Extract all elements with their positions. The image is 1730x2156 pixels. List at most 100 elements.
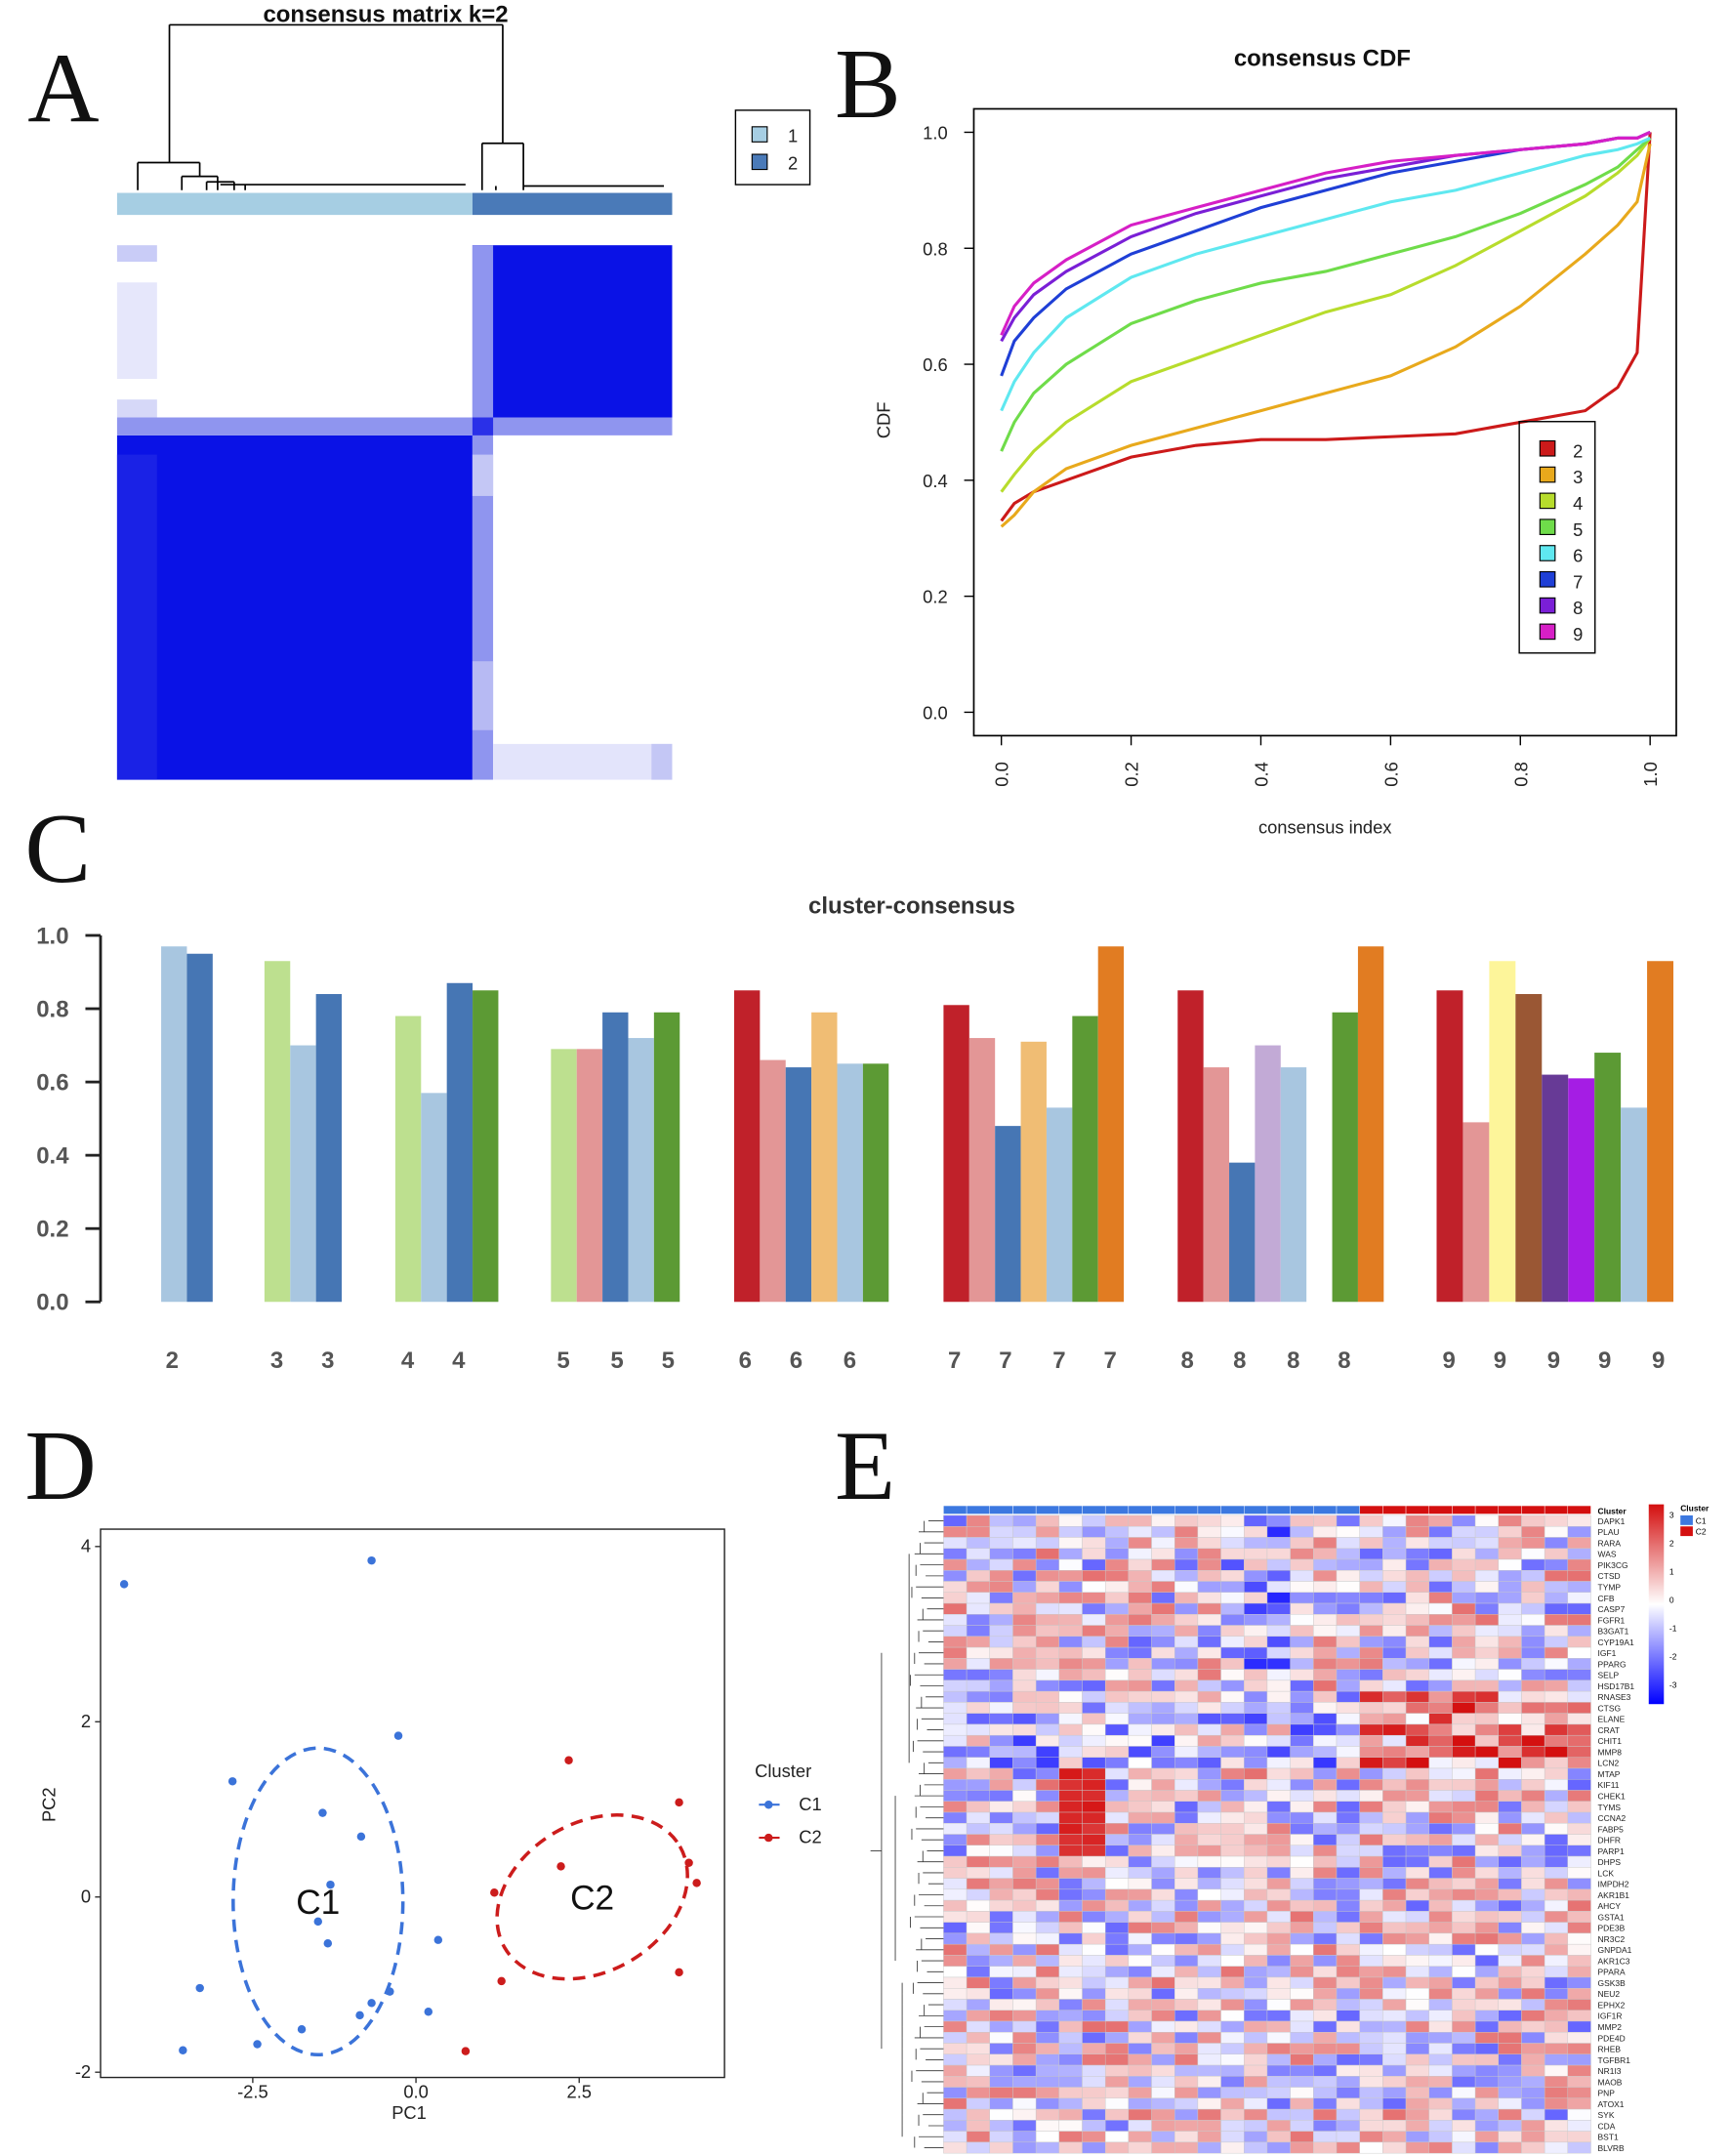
heatmap-cell [1035, 1878, 1060, 1890]
heatmap-cell [1359, 2020, 1383, 2033]
heatmap-cell [1197, 1658, 1221, 1670]
heatmap-cell [1244, 1834, 1268, 1846]
heatmap-cell [1220, 1899, 1245, 1912]
x-tick-label: 8 [1233, 1348, 1246, 1374]
heatmap-cell [1104, 1625, 1130, 1638]
heatmap-cell [1336, 1646, 1360, 1659]
heatmap-cell [1544, 1702, 1569, 1714]
heatmap-cell [1104, 1988, 1130, 2000]
heatmap-cell [1035, 1625, 1060, 1638]
heatmap-cell [1220, 1767, 1245, 1780]
heatmap-cell [966, 1811, 990, 1824]
heatmap-cell [1290, 1734, 1314, 1747]
heatmap-cell [1498, 2141, 1522, 2154]
heatmap-cell [1220, 1976, 1245, 1989]
bar-k4-cluster1 [394, 1016, 422, 1303]
heatmap-cell [1290, 2131, 1314, 2143]
gene-label: CFB [1598, 1594, 1615, 1603]
heatmap-cell [1336, 1537, 1360, 1549]
heatmap-cell [1058, 1570, 1083, 1582]
heatmap-cell [1035, 1790, 1060, 1802]
heatmap-cell [1405, 1558, 1429, 1571]
heatmap-cell [1452, 2120, 1476, 2132]
heatmap-cell [1220, 1790, 1245, 1802]
heatmap-cell [1313, 1537, 1338, 1549]
heatmap-cell [1266, 1790, 1291, 1802]
heatmap-cell [1035, 1581, 1060, 1593]
heatmap-cell [1382, 1734, 1407, 1747]
heatmap-cell [1521, 1878, 1545, 1890]
point-c1 [253, 2040, 262, 2049]
heatmap-cell [1266, 1702, 1291, 1714]
cluster-label-c1: C1 [296, 1884, 340, 1922]
cluster-ellipse-c1 [231, 1746, 405, 2057]
point-c1 [119, 1580, 129, 1589]
panel-b-legend-box [1518, 421, 1596, 654]
legend-label-k5: 5 [1573, 519, 1583, 540]
heatmap-cell [1313, 1911, 1338, 1923]
heatmap-cell [1266, 1679, 1291, 1692]
heatmap-cell [989, 1746, 1013, 1758]
heatmap-cell [1058, 1702, 1083, 1714]
heatmap-cell [1035, 1558, 1060, 1571]
heatmap-cell [966, 1592, 990, 1604]
heatmap-cell [1151, 1646, 1175, 1659]
x-tick-label: 7 [999, 1348, 1011, 1374]
gene-label: NR1I3 [1598, 2066, 1622, 2076]
bar-k8-cluster4 [1255, 1045, 1281, 1303]
heatmap-cell [1474, 1823, 1499, 1835]
heatmap-cell [1197, 2010, 1221, 2022]
heatmap-cell [1474, 1602, 1499, 1615]
heatmap-cell [1474, 1734, 1499, 1747]
heatmap-cell [989, 2010, 1013, 2022]
heatmap-cell [1359, 1988, 1383, 2000]
heatmap-cell [1359, 1558, 1383, 1571]
heatmap-cell [1428, 1734, 1453, 1747]
heatmap-cell [943, 2087, 968, 2099]
heatmap-cell [1244, 1614, 1268, 1626]
heatmap-cell [1567, 1966, 1591, 1978]
heatmap-cell [1452, 2087, 1476, 2099]
heatmap-cell [1290, 1757, 1314, 1769]
legend-swatch-k5 [1539, 518, 1556, 535]
cluster-annotation-cell [1452, 1505, 1476, 1514]
x-tick-label: 5 [610, 1348, 623, 1374]
heatmap-cell [1498, 1581, 1522, 1593]
heatmap-cell [1290, 1955, 1314, 1967]
heatmap-cell [1151, 1723, 1175, 1736]
heatmap-cell [1428, 1658, 1453, 1670]
heatmap-cell [1498, 1702, 1522, 1714]
heatmap-cell [1012, 1779, 1037, 1791]
heatmap-cell [1498, 1767, 1522, 1780]
heatmap-cell [943, 1966, 968, 1978]
heatmap-cell [1012, 1888, 1037, 1901]
heatmap-cell [1452, 2010, 1476, 2022]
y-tick-label: 0.8 [923, 238, 947, 259]
heatmap-cell [1035, 1690, 1060, 1703]
heatmap-cell [1151, 1999, 1175, 2011]
point-c2 [564, 1756, 573, 1764]
heatmap-cell [1382, 1636, 1407, 1648]
bar-k5-cluster5 [653, 1012, 680, 1303]
heatmap-cell [1521, 1966, 1545, 1978]
heatmap-cell [1498, 2020, 1522, 2033]
bar-k8-cluster5 [1280, 1067, 1307, 1303]
heatmap-cell [1104, 1602, 1130, 1615]
heatmap-cell [1220, 2076, 1245, 2088]
heatmap-cell [1128, 1999, 1152, 2011]
panel-a-annotation-cluster-2 [472, 192, 673, 216]
heatmap-cell [1567, 1943, 1591, 1956]
heatmap-cell [1220, 1922, 1245, 1934]
cdf-line-k5 [1000, 137, 1652, 452]
heatmap-cell [1128, 1811, 1152, 1824]
heatmap-cell [1544, 1592, 1569, 1604]
heatmap-cell [1405, 2032, 1429, 2044]
color-scale-tick: 2 [1669, 1539, 1674, 1549]
heatmap-cell [1174, 1537, 1199, 1549]
heatmap-cell [1244, 2076, 1268, 2088]
panel-d-plot-frame [100, 1528, 725, 2079]
color-scale-tick: -2 [1669, 1651, 1677, 1661]
heatmap-cell [1174, 2064, 1199, 2077]
heatmap-cell [1313, 1955, 1338, 1967]
heatmap-cell [989, 1537, 1013, 1549]
